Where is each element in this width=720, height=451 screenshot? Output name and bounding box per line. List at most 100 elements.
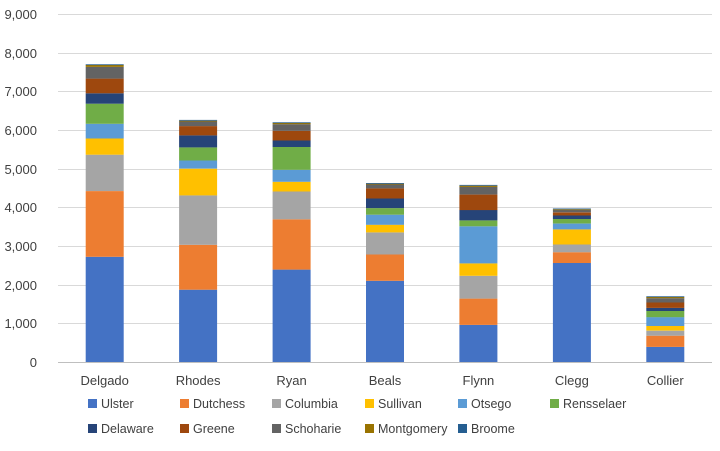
bar-segment-rensselaer xyxy=(366,208,404,215)
bar-segment-schoharie xyxy=(646,298,685,303)
bar-segment-greene xyxy=(646,302,685,308)
bar-segment-broome xyxy=(459,184,498,186)
bar-segment-sullivan xyxy=(459,263,498,276)
bar-segment-ulster xyxy=(459,324,498,362)
bar-stack-rhodes xyxy=(179,119,218,362)
bar-segment-columbia xyxy=(552,244,591,253)
bar-segment-delaware xyxy=(85,93,124,104)
legend-swatch xyxy=(365,399,374,408)
bar-segment-montgomery xyxy=(85,65,124,67)
bar-segment-otsego xyxy=(85,123,124,139)
bar-segment-broome xyxy=(272,122,311,124)
y-tick-label: 7,000 xyxy=(4,84,37,99)
bar-segment-columbia xyxy=(366,232,404,255)
bar-segment-ulster xyxy=(646,346,685,362)
bar-segment-sullivan xyxy=(366,224,404,233)
legend-swatch xyxy=(88,424,97,433)
bar-segment-greene xyxy=(552,212,591,216)
bar-segment-greene xyxy=(272,130,311,141)
bar-segment-sullivan xyxy=(85,138,124,155)
y-tick-label: 4,000 xyxy=(4,200,37,215)
bar-segment-broome xyxy=(646,296,685,298)
bar-segment-greene xyxy=(366,188,404,199)
bar-segment-dutchess xyxy=(85,191,124,257)
bar-segment-schoharie xyxy=(85,67,124,79)
bar-segment-delaware xyxy=(459,210,498,221)
legend-item-ulster: Ulster xyxy=(88,397,134,411)
y-axis-tick-labels: 0 1,000 2,000 3,000 4,000 5,000 6,000 7,000 8,00… xyxy=(4,7,37,370)
legend-item-dutchess: Dutchess xyxy=(180,397,245,411)
legend-label: Delaware xyxy=(101,422,154,436)
bar-segment-rensselaer xyxy=(179,147,218,161)
bar-segment-rensselaer xyxy=(459,220,498,227)
bar-segment-columbia xyxy=(85,154,124,191)
legend-label: Broome xyxy=(471,422,515,436)
y-tick-label: 0 xyxy=(30,355,37,370)
legend-swatch xyxy=(458,399,467,408)
bar-segment-sullivan xyxy=(179,168,218,196)
bar-segment-dutchess xyxy=(272,219,311,270)
legend-swatch xyxy=(180,424,189,433)
legend-label: Dutchess xyxy=(193,397,245,411)
bar-segment-columbia xyxy=(646,330,685,336)
bar-segment-sullivan xyxy=(272,181,311,192)
legend-label: Montgomery xyxy=(378,422,448,436)
x-tick-label: Collier xyxy=(647,373,685,388)
x-tick-label: Delgado xyxy=(80,373,128,388)
x-axis: Delgado Rhodes Ryan Beals Flynn Clegg Collier xyxy=(80,373,684,388)
bar-stack-beals xyxy=(366,183,404,362)
bar-stack-ryan xyxy=(272,122,311,362)
bar-segment-rensselaer xyxy=(272,147,311,170)
legend-item-schoharie: Schoharie xyxy=(272,422,341,436)
bar-segment-ulster xyxy=(366,280,404,362)
x-tick-label: Rhodes xyxy=(176,373,221,388)
bar-segment-schoharie xyxy=(179,121,218,127)
y-tick-label: 9,000 xyxy=(4,7,37,22)
bar-stack-delgado xyxy=(85,64,124,362)
bar-segment-dutchess xyxy=(179,244,218,290)
legend: Ulster Dutchess Columbia Sullivan Otsego Rens… xyxy=(88,397,626,436)
legend-swatch xyxy=(272,399,281,408)
bar-segment-montgomery xyxy=(179,120,218,122)
y-tick-label: 3,000 xyxy=(4,239,37,254)
bar-segment-schoharie xyxy=(552,210,591,213)
legend-item-delaware: Delaware xyxy=(88,422,154,436)
bar-segment-dutchess xyxy=(646,335,685,347)
legend-label: Rensselaer xyxy=(563,397,626,411)
bar-segment-columbia xyxy=(272,191,311,220)
x-tick-label: Clegg xyxy=(555,373,589,388)
bar-segment-otsego xyxy=(179,160,218,169)
bar-segment-broome xyxy=(179,119,218,121)
bar-segment-schoharie xyxy=(459,186,498,195)
bar-segment-schoharie xyxy=(366,184,404,189)
legend-item-sullivan: Sullivan xyxy=(365,397,422,411)
bar-segment-delaware xyxy=(272,140,311,147)
bars xyxy=(85,64,685,362)
bar-segment-ulster xyxy=(85,256,124,362)
legend-swatch xyxy=(88,399,97,408)
legend-label: Columbia xyxy=(285,397,338,411)
legend-label: Sullivan xyxy=(378,397,422,411)
bar-segment-ulster xyxy=(272,269,311,362)
bar-segment-columbia xyxy=(179,195,218,245)
legend-label: Greene xyxy=(193,422,235,436)
bar-segment-columbia xyxy=(459,275,498,299)
bar-segment-otsego xyxy=(459,226,498,264)
bar-segment-broome xyxy=(366,183,404,184)
bar-segment-ulster xyxy=(179,289,218,362)
bar-stack-clegg xyxy=(552,208,591,362)
bar-segment-sullivan xyxy=(646,326,685,331)
legend-swatch xyxy=(365,424,374,433)
bar-segment-sullivan xyxy=(552,229,591,245)
legend-item-greene: Greene xyxy=(180,422,235,436)
legend-swatch xyxy=(180,399,189,408)
y-tick-label: 2,000 xyxy=(4,278,37,293)
bar-segment-montgomery xyxy=(552,209,591,211)
y-tick-label: 5,000 xyxy=(4,162,37,177)
bar-segment-greene xyxy=(85,78,124,94)
legend-item-otsego: Otsego xyxy=(458,397,511,411)
y-tick-label: 8,000 xyxy=(4,46,37,61)
bar-segment-greene xyxy=(179,126,218,136)
